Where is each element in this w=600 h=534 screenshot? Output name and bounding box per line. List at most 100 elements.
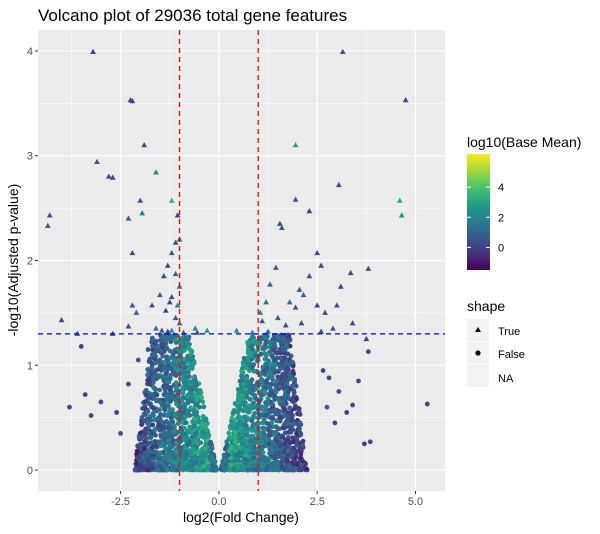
significant-point [292,304,299,310]
cloud-point [280,360,285,366]
cloud-point [275,425,281,431]
outlier-point [326,375,332,381]
cloud-point [157,407,162,413]
cloud-point [297,420,303,426]
cloud-point [295,439,300,444]
significant-point [168,327,175,333]
cloud-point [158,411,163,417]
y-tick-label: 2 [27,256,33,268]
cloud-point [272,362,278,368]
cloud-point [246,409,252,415]
significant-point [306,273,313,279]
cloud-point [261,417,267,422]
cloud-point [232,409,237,414]
cloud-point [237,421,243,427]
cloud-point [179,387,185,393]
cloud-point [142,439,148,445]
significant-point [300,291,307,298]
cloud-point [285,351,291,357]
cloud-point [186,463,192,469]
significant-point [322,309,328,315]
cloud-point [199,395,205,400]
significant-point [168,197,175,203]
cloud-point [291,461,297,467]
significant-point [396,197,403,203]
cloud-point [277,350,283,356]
cloud-point [267,362,273,368]
cloud-point [188,348,194,354]
cloud-point [264,380,269,385]
cloud-point [186,369,191,375]
cloud-point [165,412,170,418]
colorbar-tick-label: 0 [498,242,504,254]
significant-point [162,307,169,313]
cloud-point [153,368,159,374]
cloud-point [200,414,206,419]
cloud-point [185,400,191,406]
axis-ticks: -2.5 0.0 2.5 5.0 0 1 2 3 4 [27,46,423,508]
cloud-point [259,464,265,469]
cloud-point [241,437,247,443]
cloud-point [153,460,159,466]
cloud-point [184,413,190,419]
cloud-point [160,424,165,430]
cloud-point [297,455,303,461]
cloud-point [241,401,247,407]
cloud-point [141,418,147,423]
cloud-point [236,431,242,437]
cloud-point [146,457,152,463]
cloud-point [186,374,191,380]
cloud-point [267,339,272,345]
cloud-point [182,403,187,409]
y-tick-label: 4 [27,46,33,58]
cloud-point [245,341,251,347]
cloud-point [232,438,238,444]
outlier-point [114,410,120,415]
cloud-point [221,466,227,472]
significant-point [298,320,305,326]
shape-legend-title: shape [467,298,505,314]
cloud-point [245,467,251,473]
cloud-point [263,341,268,347]
significant-point [172,270,179,277]
cloud-point [188,351,194,357]
cloud-point [165,379,171,385]
cloud-point [180,391,186,396]
cloud-point [266,432,272,438]
cloud-point [184,335,190,341]
cloud-point [256,457,262,462]
cloud-point [275,374,281,380]
cloud-point [259,445,265,451]
cloud-point [160,333,166,339]
cloud-point [179,457,185,463]
cloud-point [271,341,277,346]
cloud-point [163,370,169,376]
cloud-point [230,420,236,426]
cloud-point [175,398,180,404]
cloud-point [240,361,246,367]
cloud-point [249,428,255,433]
cloud-point [206,433,212,438]
cloud-point [161,455,166,461]
shape-legend-label-na: NA [498,373,514,385]
significant-point [133,309,140,315]
cloud-point [255,440,261,445]
cloud-point [163,431,169,437]
cloud-point [189,391,194,396]
cloud-point [239,441,245,447]
cloud-point [232,448,238,454]
cloud-point [290,370,296,376]
significant-point [90,48,96,55]
cloud-point [239,369,245,374]
cloud-point [149,445,155,451]
outlier-point [424,401,430,407]
cloud-point [172,455,178,461]
shape-legend: shape True False NA [467,298,525,387]
cloud-point [254,358,260,364]
cloud-point [299,462,304,468]
significant-point [318,262,325,268]
cloud-point [291,388,297,393]
cloud-point [285,421,291,426]
cloud-point [280,434,285,440]
cloud-point [158,434,164,439]
